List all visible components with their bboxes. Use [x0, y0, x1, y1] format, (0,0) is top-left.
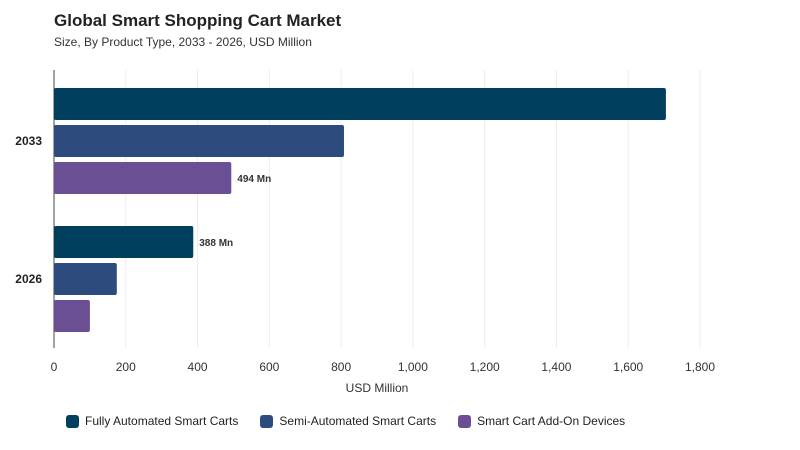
legend-label: Fully Automated Smart Carts: [85, 414, 239, 428]
x-tick-label: 1,600: [613, 360, 643, 374]
x-tick-label: 1,400: [541, 360, 571, 374]
x-tick-label: 200: [116, 360, 136, 374]
legend-label: Semi-Automated Smart Carts: [279, 414, 437, 428]
data-label: 494 Mn: [237, 174, 271, 185]
bar: [54, 263, 117, 295]
bar-chart: 0 200 400 600 800 1,000 1,200 1,400 1,600 1,800 20…: [15, 70, 715, 395]
legend-item-fully-automated[interactable]: Fully Automated Smart Carts: [66, 414, 238, 428]
legend-label: Smart Cart Add-On Devices: [477, 414, 626, 428]
bar: [54, 300, 90, 332]
chart-title: Global Smart Shopping Cart Market: [54, 11, 342, 30]
category-label: 2026: [15, 272, 42, 286]
bar: [54, 226, 194, 258]
bar: [54, 125, 344, 157]
x-tick-label: 1,000: [398, 360, 428, 374]
legend: Fully Automated Smart Carts Semi-Automat…: [66, 414, 625, 428]
chart-subtitle: Size, By Product Type, 2033 - 2026, USD …: [54, 35, 312, 49]
bar: [54, 88, 666, 120]
category-label: 2033: [15, 134, 42, 148]
x-tick-label: 1,800: [685, 360, 715, 374]
x-axis-title: USD Million: [346, 381, 409, 395]
legend-item-add-on-devices[interactable]: Smart Cart Add-On Devices: [458, 414, 625, 428]
x-tick-label: 600: [259, 360, 279, 374]
legend-swatch: [458, 414, 472, 428]
x-tick-label: 800: [331, 360, 351, 374]
bar: [54, 162, 232, 194]
legend-item-semi-automated[interactable]: Semi-Automated Smart Carts: [260, 414, 436, 428]
data-label: 388 Mn: [199, 238, 233, 249]
x-tick-label: 1,200: [470, 360, 500, 374]
x-tick-label: 0: [51, 360, 58, 374]
legend-swatch: [66, 414, 79, 428]
legend-swatch: [260, 414, 274, 428]
x-tick-label: 400: [188, 360, 208, 374]
